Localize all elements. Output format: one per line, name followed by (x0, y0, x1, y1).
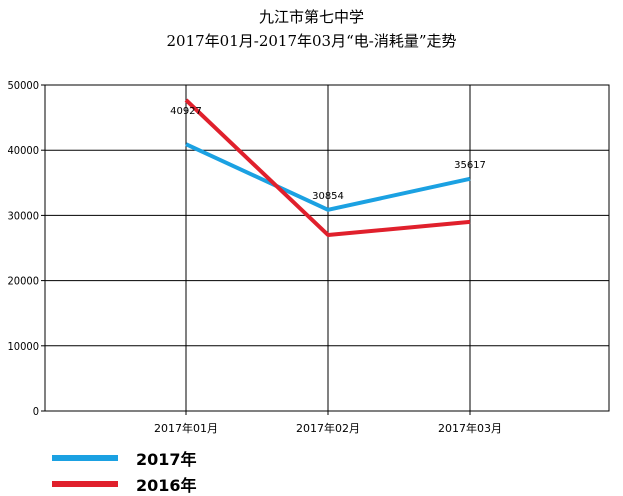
x-tick-label: 2017年02月 (296, 421, 360, 435)
legend-swatch-2017 (52, 455, 118, 461)
data-label: 40927 (170, 106, 202, 117)
y-tick-label: 30000 (8, 209, 39, 222)
data-label: 30854 (312, 191, 344, 202)
x-tick-label: 2017年03月 (438, 421, 502, 435)
y-tick-label: 0 (33, 405, 39, 418)
y-tick-label: 20000 (8, 275, 39, 288)
data-label: 35617 (454, 160, 486, 171)
y-tick-label: 50000 (8, 79, 39, 92)
legend-label-2017: 2017年 (136, 446, 197, 470)
plot-frame (45, 85, 609, 411)
y-tick-label: 40000 (8, 144, 39, 157)
legend-swatch-2016 (52, 481, 118, 487)
x-tick-label: 2017年01月 (154, 421, 218, 435)
legend-label-2016: 2016年 (136, 472, 197, 496)
y-tick-label: 10000 (8, 340, 39, 353)
